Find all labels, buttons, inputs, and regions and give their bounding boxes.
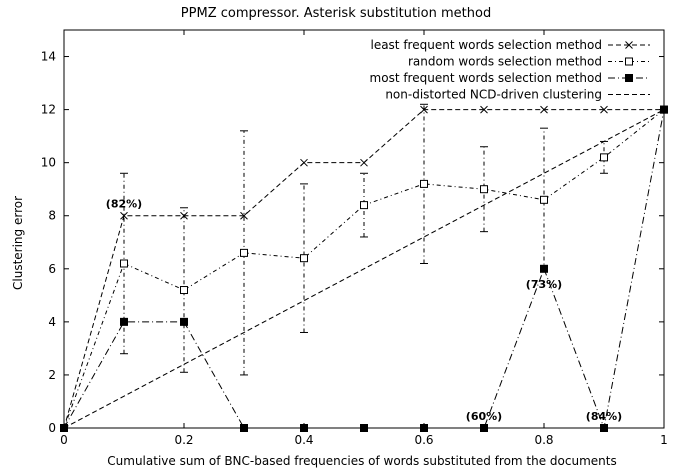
data-point-stroke <box>300 158 308 167</box>
data-point <box>480 424 488 432</box>
data-point <box>420 105 428 114</box>
legend-label: least frequent words selection method <box>370 38 602 52</box>
x-tick-label: 0 <box>60 433 68 447</box>
legend: least frequent words selection method ran… <box>370 38 650 102</box>
legend-marker <box>625 41 633 49</box>
data-point <box>240 248 248 257</box>
data-point <box>600 153 608 162</box>
data-point-stroke <box>360 158 368 167</box>
error-bar <box>480 146 488 233</box>
data-point <box>540 105 548 114</box>
x-tick-label: 1 <box>660 433 668 447</box>
error-bar <box>360 172 368 238</box>
data-point-stroke <box>420 105 428 114</box>
y-tick-label: 6 <box>48 262 56 276</box>
data-point-stroke <box>240 211 248 220</box>
x-tick-label: 0.2 <box>174 433 193 447</box>
data-point <box>240 424 248 432</box>
legend-item: most frequent words selection method <box>370 71 650 85</box>
y-tick-label: 14 <box>41 50 56 64</box>
data-point <box>120 259 128 268</box>
data-point <box>180 317 188 326</box>
data-point-stroke <box>480 105 488 114</box>
data-point <box>540 195 548 204</box>
annotation: (73%) <box>526 278 562 291</box>
legend-label: random words selection method <box>408 55 602 69</box>
legend-marker <box>625 57 633 66</box>
annotation: (84%) <box>586 410 622 423</box>
x-tick-label: 0.6 <box>414 433 433 447</box>
chart-title: PPMZ compressor. Asterisk substitution m… <box>181 6 491 21</box>
legend-label: non-distorted NCD-driven clustering <box>385 88 602 102</box>
data-point-stroke <box>540 105 548 114</box>
x-tick-label: 0.8 <box>534 433 553 447</box>
data-point <box>600 105 608 114</box>
data-point <box>300 254 308 263</box>
x-tick-label: 0.4 <box>294 433 313 447</box>
legend-marker <box>625 74 633 82</box>
y-tick-label: 2 <box>48 368 56 382</box>
plot-area: 0 0.2 0.4 0.6 0.8 102468101214(82%)(73%)(60%)… <box>41 29 668 447</box>
data-point <box>660 105 668 114</box>
series-line <box>63 109 665 429</box>
series-1 <box>60 103 668 432</box>
data-point <box>300 158 308 167</box>
series-3 <box>63 109 665 429</box>
data-point <box>420 424 428 432</box>
data-point <box>360 424 368 432</box>
error-bar <box>180 207 188 373</box>
data-point <box>120 211 128 220</box>
data-point <box>420 179 428 188</box>
y-tick-label: 8 <box>48 209 56 223</box>
y-tick-label: 12 <box>41 103 56 117</box>
data-point <box>240 211 248 220</box>
data-point <box>120 317 128 326</box>
legend-label: most frequent words selection method <box>370 71 602 85</box>
legend-item: least frequent words selection method <box>370 38 650 52</box>
y-tick-label: 4 <box>48 315 56 329</box>
annotation: (60%) <box>466 410 502 423</box>
data-point <box>180 286 188 295</box>
data-point <box>480 185 488 194</box>
data-point <box>360 201 368 210</box>
data-point <box>360 158 368 167</box>
y-axis-label: Clustering error <box>11 196 25 290</box>
y-tick-label: 0 <box>48 421 56 435</box>
series-2 <box>60 105 668 432</box>
data-point <box>600 424 608 432</box>
legend-item: non-distorted NCD-driven clustering <box>385 88 650 102</box>
legend-item: random words selection method <box>408 55 650 69</box>
data-point <box>300 424 308 432</box>
data-point <box>480 105 488 114</box>
x-axis-label: Cumulative sum of BNC-based frequencies … <box>107 454 616 468</box>
y-tick-label: 10 <box>41 156 56 170</box>
legend-marker-stroke <box>625 41 633 49</box>
data-point-stroke <box>120 211 128 220</box>
data-point <box>540 264 548 273</box>
annotation: (82%) <box>106 198 142 211</box>
data-point-stroke <box>600 105 608 114</box>
error-bar <box>300 183 308 333</box>
